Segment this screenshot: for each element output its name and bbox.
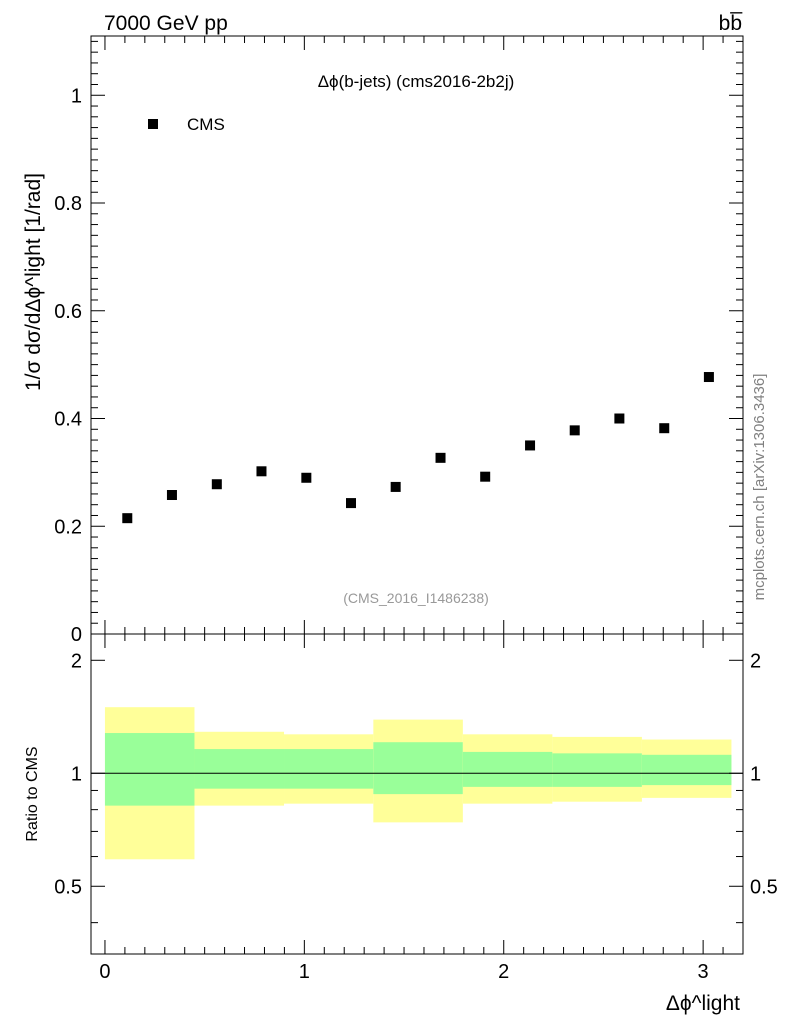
ratio-y-tick-label: 2 bbox=[750, 650, 761, 672]
y-tick-label: 1 bbox=[71, 85, 82, 107]
uncertainty-bands bbox=[91, 707, 743, 860]
y-tick-label: 0.2 bbox=[54, 516, 82, 538]
x-tick-label: 1 bbox=[299, 961, 310, 983]
inner-band-bin bbox=[104, 733, 195, 806]
data-point bbox=[525, 440, 536, 451]
main-axis-ticks: 0 0.2 0.4 0.6 0.8 1 bbox=[54, 36, 744, 646]
main-plot: 0 0.2 0.4 0.6 0.8 1 Δϕ(b-jets) (cms2016-2b2j)… bbox=[22, 35, 744, 646]
data-point bbox=[256, 466, 267, 477]
data-point bbox=[703, 372, 714, 383]
data-point bbox=[659, 423, 670, 434]
x-tick-label: 0 bbox=[99, 961, 110, 983]
ratio-y-tick-label: 1 bbox=[71, 763, 82, 785]
source-label: mcplots.cern.ch [arXiv:1306.3436] bbox=[751, 374, 768, 601]
data-point bbox=[614, 413, 625, 424]
ratio-y-tick-label: 0.5 bbox=[54, 876, 82, 898]
inner-band-bin bbox=[284, 749, 374, 789]
ratio-plot-frame bbox=[90, 633, 744, 955]
x-tick-label: 3 bbox=[698, 961, 709, 983]
analysis-id: (CMS_2016_I1486238) bbox=[343, 590, 489, 606]
ratio-y-tick-label: 2 bbox=[71, 650, 82, 672]
inner-band-bin bbox=[552, 753, 642, 787]
energy-label: 7000 GeV pp bbox=[104, 12, 228, 35]
x-axis-label: Δϕ^light bbox=[666, 992, 740, 1015]
inner-band-bin bbox=[373, 742, 463, 795]
ratio-plot: 0.5 0.5 1 1 2 2 0 1 2 3 Ratio to CMS Δϕ^light bbox=[24, 633, 778, 1015]
ratio-axis-ticks: 0.5 0.5 1 1 2 2 0 1 2 3 bbox=[54, 634, 778, 983]
data-point bbox=[480, 471, 491, 482]
data-point bbox=[122, 513, 133, 524]
data-point bbox=[435, 452, 446, 463]
inner-band-bin bbox=[194, 749, 285, 789]
y-tick-label: 0.8 bbox=[54, 193, 82, 215]
legend-marker bbox=[148, 119, 158, 129]
data-point bbox=[390, 481, 401, 492]
y-tick-label: 0.4 bbox=[54, 409, 82, 431]
x-tick-label: 2 bbox=[498, 961, 509, 983]
inner-band-bin bbox=[462, 751, 553, 787]
data-point bbox=[166, 490, 177, 501]
y-tick-label: 0 bbox=[71, 624, 82, 646]
data-point bbox=[569, 425, 580, 436]
plot-title: Δϕ(b-jets) (cms2016-2b2j) bbox=[318, 72, 515, 91]
ratio-y-axis-label: Ratio to CMS bbox=[24, 746, 41, 841]
process-label: bb̅ bbox=[719, 12, 744, 35]
data-point bbox=[301, 472, 312, 483]
data-point bbox=[211, 479, 222, 490]
y-axis-label: 1/σ dσ/dΔϕ^light [1/rad] bbox=[22, 173, 45, 391]
legend-label: CMS bbox=[187, 115, 225, 134]
data-points bbox=[122, 372, 714, 524]
ratio-y-tick-label: 1 bbox=[750, 763, 761, 785]
ratio-y-tick-label: 0.5 bbox=[750, 876, 778, 898]
data-point bbox=[346, 498, 357, 509]
inner-band-bin bbox=[641, 754, 732, 786]
y-tick-label: 0.6 bbox=[54, 301, 82, 323]
